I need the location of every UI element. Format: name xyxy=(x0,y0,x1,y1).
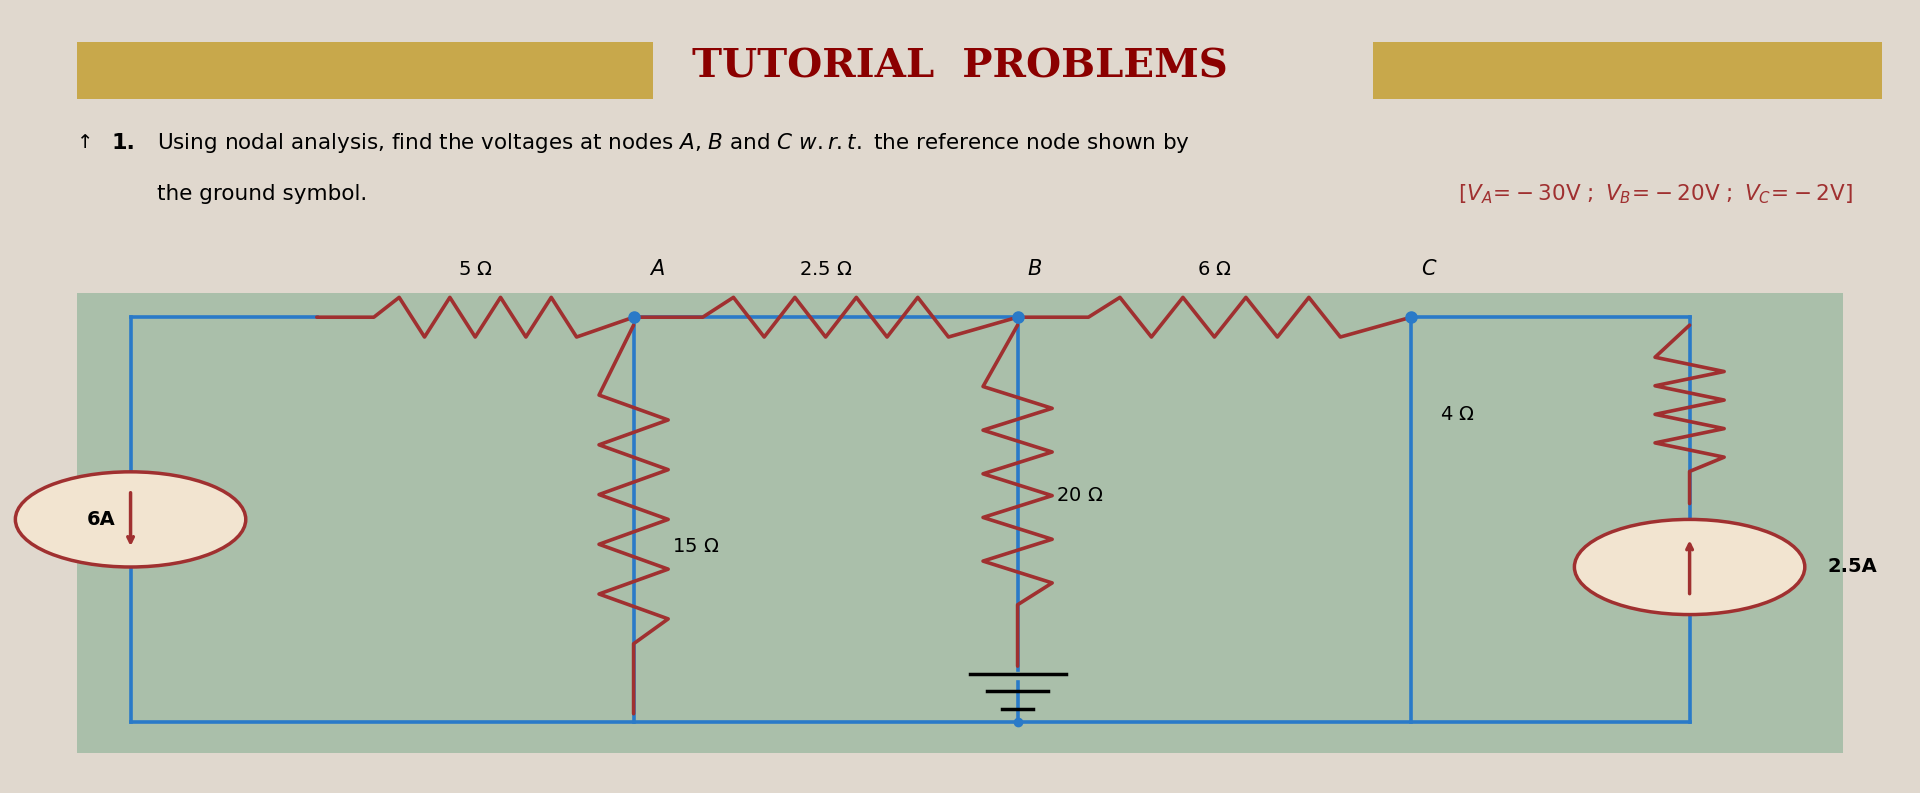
Text: $[V_A\!=\!-30\mathrm{V}\ ;\ V_B\!=\!-20\mathrm{V}\ ;\ V_C\!=\!-2\mathrm{V}]$: $[V_A\!=\!-30\mathrm{V}\ ;\ V_B\!=\!-20\… xyxy=(1457,182,1853,206)
Text: $C$: $C$ xyxy=(1421,259,1438,279)
Text: 4 $\Omega$: 4 $\Omega$ xyxy=(1440,405,1475,423)
Text: Using nodal analysis, find the voltages at nodes $\mathit{A}$, $\mathit{B}$ and : Using nodal analysis, find the voltages … xyxy=(157,131,1190,155)
FancyBboxPatch shape xyxy=(77,293,1843,753)
Text: 6A: 6A xyxy=(86,510,115,529)
Text: 1.: 1. xyxy=(111,132,134,153)
Text: $A$: $A$ xyxy=(649,259,664,279)
Text: 15 $\Omega$: 15 $\Omega$ xyxy=(672,538,720,556)
FancyBboxPatch shape xyxy=(1373,42,1882,99)
Circle shape xyxy=(1574,519,1805,615)
Text: 2.5A: 2.5A xyxy=(1828,557,1878,577)
Text: 5 $\Omega$: 5 $\Omega$ xyxy=(457,260,493,279)
Text: TUTORIAL  PROBLEMS: TUTORIAL PROBLEMS xyxy=(691,48,1229,86)
Text: 6 $\Omega$: 6 $\Omega$ xyxy=(1196,260,1233,279)
Text: the ground symbol.: the ground symbol. xyxy=(157,184,369,205)
FancyBboxPatch shape xyxy=(77,42,653,99)
Text: 20 $\Omega$: 20 $\Omega$ xyxy=(1056,486,1104,505)
Text: $\uparrow$: $\uparrow$ xyxy=(73,133,90,152)
Text: 2.5 $\Omega$: 2.5 $\Omega$ xyxy=(799,260,852,279)
Text: $B$: $B$ xyxy=(1027,259,1043,279)
Circle shape xyxy=(15,472,246,567)
